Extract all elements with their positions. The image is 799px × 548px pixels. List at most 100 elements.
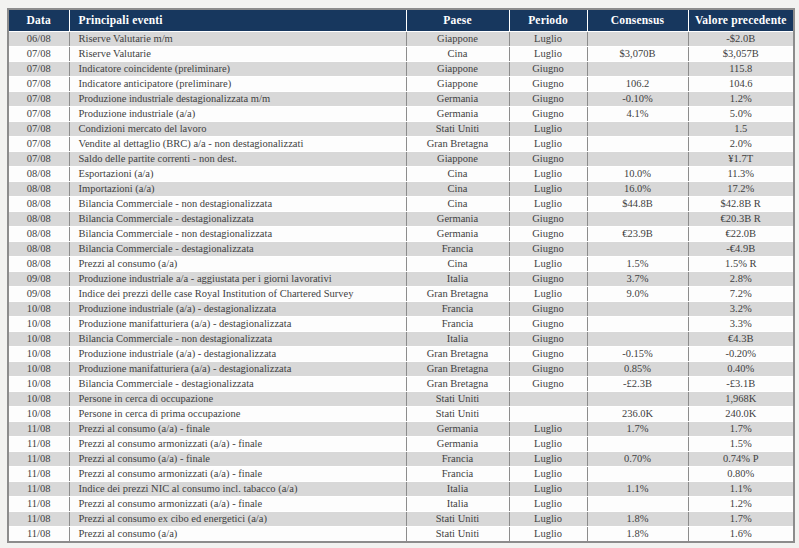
table-row: 07/08Riserve ValutarieCinaLuglio$3,070B$… xyxy=(8,47,794,62)
table-cell xyxy=(509,392,587,407)
table-cell: 08/08 xyxy=(8,182,69,197)
table-cell: Saldo delle partite correnti - non dest. xyxy=(69,152,406,167)
table-cell: 1.8% xyxy=(587,512,688,527)
table-cell: 240.0K xyxy=(688,407,794,422)
table-cell: Bilancia Commerciale - destagionalizzata xyxy=(69,242,406,257)
table-cell: 1,968K xyxy=(688,392,794,407)
table-cell: 3.7% xyxy=(587,272,688,287)
table-cell: Gran Bretagna xyxy=(406,287,509,302)
table-cell: Persone in cerca di occupazione xyxy=(69,392,406,407)
table-cell: Cina xyxy=(406,257,509,272)
table-cell: Indice dei prezzi NIC al consumo incl. t… xyxy=(69,482,406,497)
table-row: 07/08Produzione industriale destagionali… xyxy=(8,92,794,107)
table-cell: Giappone xyxy=(406,77,509,92)
table-row: 08/08Prezzi al consumo (a/a)CinaLuglio1.… xyxy=(8,257,794,272)
table-cell: Prezzi al consumo armonizzati (a/a) - fi… xyxy=(69,467,406,482)
table-cell: 1.7% xyxy=(587,422,688,437)
table-cell: Germania xyxy=(406,107,509,122)
table-cell: 1.5 xyxy=(688,122,794,137)
column-header-data: Data xyxy=(8,9,69,32)
table-cell: 10/08 xyxy=(8,332,69,347)
table-cell: Stati Uniti xyxy=(406,512,509,527)
table-cell: Produzione industriale a/a - aggiustata … xyxy=(69,272,406,287)
table-row: 11/08Prezzi al consumo (a/a)Stati UnitiL… xyxy=(8,527,794,543)
table-row: 10/08Bilancia Commerciale - non destagio… xyxy=(8,332,794,347)
table-cell: 11/08 xyxy=(8,512,69,527)
table-cell: -£2.3B xyxy=(587,377,688,392)
table-cell: 115.8 xyxy=(688,62,794,77)
table-cell: 11/08 xyxy=(8,437,69,452)
table-row: 09/08Indice dei prezzi delle case Royal … xyxy=(8,287,794,302)
table-cell: 10/08 xyxy=(8,377,69,392)
table-cell: 236.0K xyxy=(587,407,688,422)
table-cell: Bilancia Commerciale - non destagionaliz… xyxy=(69,227,406,242)
table-cell: 1.5% xyxy=(587,257,688,272)
table-cell: Stati Uniti xyxy=(406,527,509,543)
table-cell: €20.3B R xyxy=(688,212,794,227)
table-cell: Prezzi al consumo armonizzati (a/a) - fi… xyxy=(69,437,406,452)
table-cell: 09/08 xyxy=(8,287,69,302)
table-cell: 08/08 xyxy=(8,197,69,212)
table-cell: 3.3% xyxy=(688,317,794,332)
table-cell: Giugno xyxy=(509,227,587,242)
table-cell xyxy=(587,302,688,317)
table-cell: Germania xyxy=(406,437,509,452)
table-cell: Luglio xyxy=(509,197,587,212)
table-cell: 10/08 xyxy=(8,302,69,317)
table-cell: 17.2% xyxy=(688,182,794,197)
table-cell: Italia xyxy=(406,497,509,512)
table-cell: -0.10% xyxy=(587,92,688,107)
table-cell xyxy=(587,122,688,137)
table-cell: Giugno xyxy=(509,272,587,287)
table-cell: Giugno xyxy=(509,92,587,107)
table-row: 09/08Produzione industriale a/a - aggius… xyxy=(8,272,794,287)
table-cell: $3,070B xyxy=(587,47,688,62)
table-body: 06/08Riserve Valutarie m/mGiapponeLuglio… xyxy=(8,32,794,543)
table-cell: Giugno xyxy=(509,77,587,92)
table-cell: Riserve Valutarie xyxy=(69,47,406,62)
column-header-valore-precedente: Valore precedente xyxy=(688,9,794,32)
table-cell: Germania xyxy=(406,422,509,437)
table-cell xyxy=(587,437,688,452)
table-cell: 0.85% xyxy=(587,362,688,377)
table-cell: 11.3% xyxy=(688,167,794,182)
table-cell: Vendite al dettaglio (BRC) a/a - non des… xyxy=(69,137,406,152)
table-cell: Luglio xyxy=(509,422,587,437)
table-cell: -0.15% xyxy=(587,347,688,362)
table-row: 07/08Produzione industriale (a/a)Germani… xyxy=(8,107,794,122)
table-cell: Francia xyxy=(406,452,509,467)
table-cell: 11/08 xyxy=(8,482,69,497)
table-cell: Cina xyxy=(406,182,509,197)
table-cell: Prezzi al consumo (a/a) xyxy=(69,257,406,272)
table-row: 07/08Saldo delle partite correnti - non … xyxy=(8,152,794,167)
table-cell: Condizioni mercato del lavoro xyxy=(69,122,406,137)
table-cell: 1.5% R xyxy=(688,257,794,272)
table-cell: 10/08 xyxy=(8,317,69,332)
table-cell: Prezzi al consumo (a/a) xyxy=(69,527,406,543)
table-row: 11/08Prezzi al consumo armonizzati (a/a)… xyxy=(8,437,794,452)
table-cell: 3.2% xyxy=(688,302,794,317)
table-cell: 1.6% xyxy=(688,527,794,543)
table-cell: Prezzi al consumo armonizzati (a/a) - fi… xyxy=(69,497,406,512)
table-cell: 2.0% xyxy=(688,137,794,152)
table-cell: 07/08 xyxy=(8,92,69,107)
table-cell: Prezzi al consumo ex cibo ed energetici … xyxy=(69,512,406,527)
table-cell: 08/08 xyxy=(8,227,69,242)
table-cell: Giugno xyxy=(509,362,587,377)
table-cell: Gran Bretagna xyxy=(406,347,509,362)
table-cell: $44.8B xyxy=(587,197,688,212)
table-cell: Produzione manifatturiera (a/a) - destag… xyxy=(69,362,406,377)
table-row: 08/08Bilancia Commerciale - destagionali… xyxy=(8,212,794,227)
table-cell: Luglio xyxy=(509,257,587,272)
table-cell: 2.8% xyxy=(688,272,794,287)
table-cell: Importazioni (a/a) xyxy=(69,182,406,197)
table-cell: €23.9B xyxy=(587,227,688,242)
column-header-principali-eventi: Principali eventi xyxy=(69,9,406,32)
table-cell: Francia xyxy=(406,242,509,257)
table-cell: 08/08 xyxy=(8,212,69,227)
table-cell: Giugno xyxy=(509,302,587,317)
table-cell: Produzione industriale (a/a) xyxy=(69,107,406,122)
table-cell: €22.0B xyxy=(688,227,794,242)
table-cell: Cina xyxy=(406,197,509,212)
table-cell: 1.1% xyxy=(587,482,688,497)
